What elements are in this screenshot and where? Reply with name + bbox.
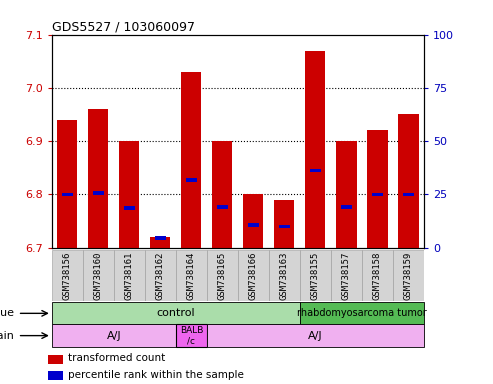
Bar xyxy=(88,109,108,248)
Bar xyxy=(93,191,104,195)
Text: GSM738158: GSM738158 xyxy=(373,252,382,300)
Bar xyxy=(176,250,207,301)
Bar xyxy=(155,236,166,240)
Bar xyxy=(274,200,294,248)
Bar xyxy=(181,72,202,248)
Text: GSM738157: GSM738157 xyxy=(342,252,351,300)
Bar xyxy=(248,223,259,227)
Text: GSM738164: GSM738164 xyxy=(187,252,196,300)
Text: strain: strain xyxy=(0,331,15,341)
Text: GSM738156: GSM738156 xyxy=(63,252,72,300)
Bar xyxy=(393,250,424,301)
Bar xyxy=(372,192,383,196)
Bar xyxy=(310,169,321,172)
Bar xyxy=(57,120,77,248)
Bar xyxy=(186,178,197,182)
Bar xyxy=(145,250,176,301)
Text: tissue: tissue xyxy=(0,308,15,318)
Bar xyxy=(52,324,176,347)
Bar xyxy=(176,324,207,347)
Bar xyxy=(48,355,63,364)
Bar xyxy=(238,250,269,301)
Text: GSM738163: GSM738163 xyxy=(280,252,289,300)
Bar xyxy=(367,131,387,248)
Text: GSM738159: GSM738159 xyxy=(404,252,413,300)
Bar xyxy=(341,205,352,209)
Bar xyxy=(336,141,356,248)
Bar xyxy=(207,324,424,347)
Bar xyxy=(212,141,232,248)
Bar xyxy=(217,205,228,209)
Bar xyxy=(124,206,135,210)
Text: GSM738165: GSM738165 xyxy=(218,252,227,300)
Bar xyxy=(398,114,419,248)
Text: rhabdomyosarcoma tumor: rhabdomyosarcoma tumor xyxy=(297,308,427,318)
Text: BALB
/c: BALB /c xyxy=(179,326,203,345)
Text: control: control xyxy=(156,308,195,318)
Text: GSM738161: GSM738161 xyxy=(125,252,134,300)
Bar xyxy=(403,192,414,196)
Bar xyxy=(52,250,83,301)
Bar xyxy=(52,302,300,324)
Text: A/J: A/J xyxy=(106,331,121,341)
Bar xyxy=(300,250,331,301)
Bar xyxy=(62,192,73,196)
Bar xyxy=(362,250,393,301)
Bar xyxy=(83,250,114,301)
Bar xyxy=(119,141,140,248)
Bar xyxy=(300,302,424,324)
Bar xyxy=(269,250,300,301)
Bar xyxy=(279,225,290,228)
Text: GSM738162: GSM738162 xyxy=(156,252,165,300)
Bar xyxy=(331,250,362,301)
Text: transformed count: transformed count xyxy=(68,353,165,364)
Text: GSM738155: GSM738155 xyxy=(311,252,320,300)
Text: A/J: A/J xyxy=(308,331,323,341)
Bar xyxy=(244,194,263,248)
Bar xyxy=(305,51,325,248)
Text: GSM738160: GSM738160 xyxy=(94,252,103,300)
Bar xyxy=(207,250,238,301)
Text: percentile rank within the sample: percentile rank within the sample xyxy=(68,370,244,380)
Bar xyxy=(150,237,171,248)
Text: GDS5527 / 103060097: GDS5527 / 103060097 xyxy=(52,20,195,33)
Bar xyxy=(114,250,145,301)
Bar xyxy=(48,371,63,380)
Text: GSM738166: GSM738166 xyxy=(249,252,258,300)
